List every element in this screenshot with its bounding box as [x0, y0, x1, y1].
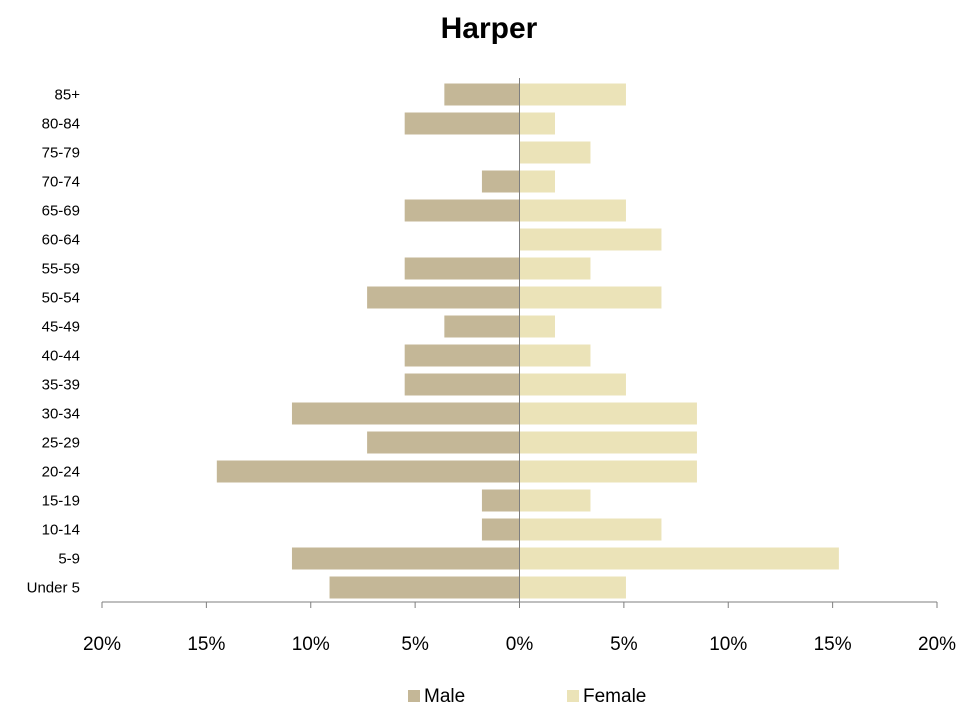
- x-tick-label: 10%: [709, 634, 747, 655]
- bar-female-under-5: [519, 576, 626, 599]
- bar-female-85-: [519, 83, 626, 106]
- bar-male-10-14: [481, 518, 520, 541]
- bar-male-15-19: [481, 489, 520, 512]
- bar-female-20-24: [519, 460, 697, 483]
- legend-item-male: Male: [408, 686, 465, 707]
- x-tick-label: 5%: [610, 634, 638, 655]
- y-tick-label-80-84: 80-84: [42, 116, 80, 133]
- y-tick-label-45-49: 45-49: [42, 319, 80, 336]
- chart-title: Harper: [441, 12, 538, 45]
- legend-swatch-female: [567, 690, 579, 702]
- bar-female-50-54: [519, 286, 662, 309]
- bar-male-55-59: [404, 257, 520, 280]
- y-tick-label-30-34: 30-34: [42, 406, 80, 423]
- x-axis-labels: 20% 15% 10% 5% 0% 5% 10% 15% 20%: [83, 634, 956, 655]
- bar-male-30-34: [291, 402, 520, 425]
- bar-male-5-9: [291, 547, 520, 570]
- bar-male-under-5: [329, 576, 520, 599]
- legend-label-female: Female: [583, 686, 646, 707]
- bar-female-80-84: [519, 112, 555, 135]
- y-tick-label-55-59: 55-59: [42, 261, 80, 278]
- bar-female-15-19: [519, 489, 591, 512]
- bar-female-30-34: [519, 402, 697, 425]
- x-tick-label: 5%: [401, 634, 429, 655]
- x-tick-label: 15%: [187, 634, 225, 655]
- legend: Male Female: [408, 686, 646, 707]
- y-tick-label-25-29: 25-29: [42, 435, 80, 452]
- bar-male-20-24: [216, 460, 520, 483]
- bar-female-35-39: [519, 373, 626, 396]
- x-tick-label: 0%: [506, 634, 534, 655]
- bar-male-70-74: [481, 170, 520, 193]
- bar-female-5-9: [519, 547, 839, 570]
- bar-female-70-74: [519, 170, 555, 193]
- y-tick-label-75-79: 75-79: [42, 145, 80, 162]
- y-tick-label-65-69: 65-69: [42, 203, 80, 220]
- bar-male-40-44: [404, 344, 520, 367]
- bar-male-80-84: [404, 112, 520, 135]
- y-tick-label-under-5: Under 5: [27, 580, 80, 597]
- bar-male-45-49: [444, 315, 520, 338]
- y-tick-label-5-9: 5-9: [58, 551, 80, 568]
- legend-swatch-male: [408, 690, 420, 702]
- bar-male-35-39: [404, 373, 520, 396]
- x-tick-label: 15%: [814, 634, 852, 655]
- bar-male-65-69: [404, 199, 520, 222]
- bar-female-25-29: [519, 431, 697, 454]
- x-tick-label: 10%: [292, 634, 330, 655]
- y-tick-label-35-39: 35-39: [42, 377, 80, 394]
- x-tick-label: 20%: [918, 634, 956, 655]
- y-tick-label-15-19: 15-19: [42, 493, 80, 510]
- bar-male-25-29: [367, 431, 520, 454]
- x-tick-label: 20%: [83, 634, 121, 655]
- bar-female-10-14: [519, 518, 662, 541]
- y-tick-label-85-: 85+: [55, 87, 81, 104]
- y-axis-labels: Under 5 5-9 10-14 15-19 20-24 25-29 30-34 35-39…: [27, 87, 81, 597]
- bar-female-40-44: [519, 344, 591, 367]
- y-tick-label-70-74: 70-74: [42, 174, 80, 191]
- bars-layer: [216, 83, 839, 599]
- bar-male-85-: [444, 83, 520, 106]
- bar-male-50-54: [367, 286, 520, 309]
- bar-female-45-49: [519, 315, 555, 338]
- bar-female-75-79: [519, 141, 591, 164]
- legend-label-male: Male: [424, 686, 465, 707]
- y-tick-label-10-14: 10-14: [42, 522, 80, 539]
- axes-layer: [101, 78, 938, 608]
- legend-item-female: Female: [567, 686, 646, 707]
- y-tick-label-40-44: 40-44: [42, 348, 80, 365]
- y-tick-label-20-24: 20-24: [42, 464, 80, 481]
- bar-female-60-64: [519, 228, 662, 251]
- y-tick-label-60-64: 60-64: [42, 232, 80, 249]
- bar-female-65-69: [519, 199, 626, 222]
- y-tick-label-50-54: 50-54: [42, 290, 80, 307]
- bar-female-55-59: [519, 257, 591, 280]
